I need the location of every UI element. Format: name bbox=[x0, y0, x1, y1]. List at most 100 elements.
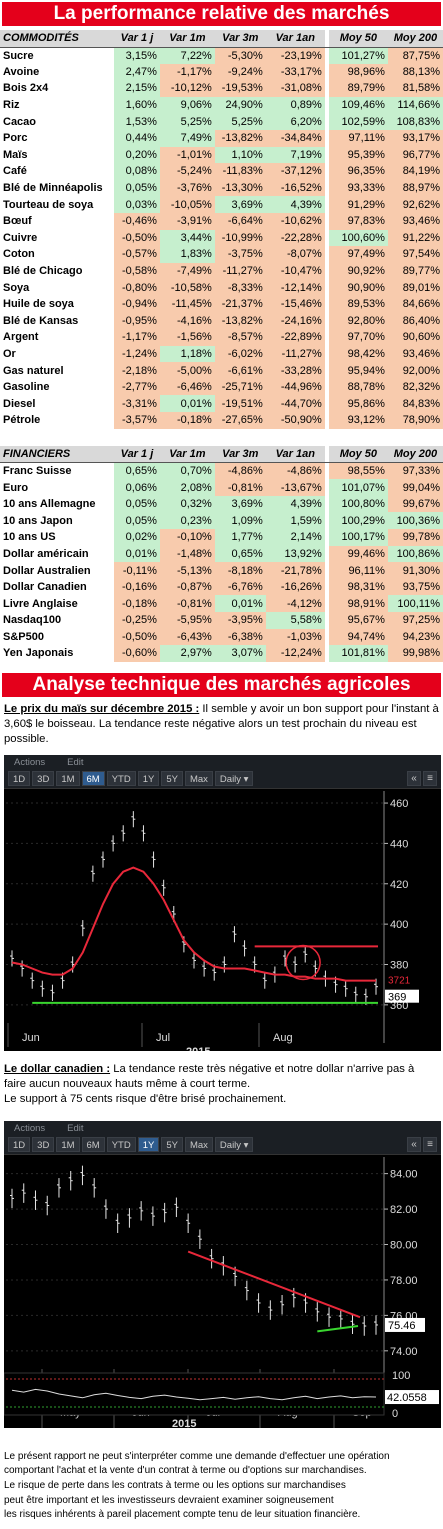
table-header: FINANCIERS Var 1 j Var 1m Var 3m Var 1an Moy … bbox=[0, 445, 443, 464]
cell-value: -5,13% bbox=[159, 562, 215, 579]
x-tick-label: Jul bbox=[156, 1032, 170, 1044]
cell-value: -2,77% bbox=[114, 378, 160, 396]
column-gap bbox=[324, 246, 329, 263]
range-button-1m[interactable]: 1M bbox=[56, 770, 80, 786]
cell-value: 97,83% bbox=[328, 212, 388, 230]
indicator-value: 42.0558 bbox=[387, 1392, 427, 1404]
price-tag-ma: 3721 bbox=[388, 975, 411, 986]
row-label: Euro bbox=[3, 481, 29, 494]
cell-value: 0,89% bbox=[265, 96, 325, 114]
cell-value: -0,60% bbox=[114, 645, 160, 662]
cell-value: -6,76% bbox=[214, 578, 266, 596]
cell-value: 91,30% bbox=[387, 562, 443, 579]
corn-price-plot: 360 380 400 420 440 460 Jun Jul Aug 2015 3721 369 bbox=[4, 788, 441, 1051]
range-button-ytd[interactable]: YTD bbox=[106, 1136, 136, 1152]
range-button-max[interactable]: Max bbox=[184, 1136, 213, 1152]
cell-value: -1,24% bbox=[114, 345, 160, 363]
cell-value: 98,96% bbox=[328, 63, 388, 81]
cell-value: -1,17% bbox=[159, 63, 215, 81]
range-button-1m[interactable]: 1M bbox=[56, 1136, 80, 1152]
cell-value: 1,18% bbox=[159, 345, 215, 363]
range-button-5y[interactable]: 5Y bbox=[161, 770, 183, 786]
column-header: COMMODITÉS bbox=[0, 30, 115, 48]
row-label: Cacao bbox=[3, 115, 37, 128]
cell-value: -6,46% bbox=[159, 378, 215, 396]
cell-value: 0,01% bbox=[214, 595, 266, 612]
actions-menu[interactable]: Actions bbox=[14, 756, 46, 768]
actions-menu[interactable]: Actions bbox=[14, 1122, 46, 1134]
row-label: Gas naturel bbox=[3, 364, 64, 377]
column-gap bbox=[324, 30, 329, 48]
range-button-5y[interactable]: 5Y bbox=[161, 1136, 183, 1152]
table-row: Cuivre -0,50% 3,44% -10,99% -22,28% 100,60% 91… bbox=[0, 229, 443, 247]
cell-value: -21,78% bbox=[265, 562, 325, 579]
cell-value: 98,42% bbox=[328, 345, 388, 363]
row-label: Gasoline bbox=[3, 381, 50, 394]
cell-value: -11,83% bbox=[214, 163, 266, 180]
range-button-6m[interactable]: 6M bbox=[81, 770, 105, 786]
cell-value: -1,03% bbox=[265, 628, 325, 646]
column-gap bbox=[324, 80, 329, 97]
column-gap bbox=[324, 362, 329, 379]
cell-value: 99,46% bbox=[328, 545, 388, 563]
range-button-ytd[interactable]: YTD bbox=[106, 770, 136, 786]
table-row: 10 ans Allemagne 0,05% 0,32% 3,69% 4,39% 100,… bbox=[0, 495, 443, 513]
range-button-1d[interactable]: 1D bbox=[8, 1136, 31, 1152]
column-header: Moy 50 bbox=[328, 445, 388, 464]
collapse-button[interactable]: « bbox=[407, 1136, 421, 1152]
menu-icon[interactable]: ≡ bbox=[423, 770, 437, 786]
cell-value: -0,87% bbox=[159, 578, 215, 596]
menu-icon[interactable]: ≡ bbox=[423, 1136, 437, 1152]
range-button-max[interactable]: Max bbox=[184, 770, 213, 786]
table-row: Dollar américain 0,01% -1,48% 0,65% 13,92% 99… bbox=[0, 545, 443, 563]
disclaimer: Le présent rapport ne peut s'interpréter… bbox=[0, 1450, 443, 1523]
column-gap bbox=[324, 495, 329, 513]
price-tag-last: 369 bbox=[388, 991, 406, 1003]
cell-value: 88,78% bbox=[328, 378, 388, 396]
cell-value: -4,16% bbox=[159, 312, 215, 330]
cell-value: -8,33% bbox=[214, 279, 266, 296]
column-gap bbox=[324, 229, 329, 247]
cell-value: -6,43% bbox=[159, 628, 215, 646]
range-button-1y[interactable]: 1Y bbox=[137, 770, 160, 786]
table-row: Porc 0,44% 7,49% -13,82% -34,84% 97,11% 93,17% bbox=[0, 129, 443, 147]
cell-value: 89,77% bbox=[387, 262, 443, 280]
edit-menu[interactable]: Edit bbox=[67, 1122, 84, 1134]
interval-dropdown[interactable]: Daily ▾ bbox=[214, 770, 254, 786]
cell-value: -10,05% bbox=[159, 196, 215, 213]
cell-value: -0,10% bbox=[159, 529, 215, 546]
cell-value: -8,18% bbox=[214, 562, 266, 579]
cell-value: -3,95% bbox=[214, 612, 266, 629]
edit-menu[interactable]: Edit bbox=[67, 756, 84, 768]
row-label: Nasdaq100 bbox=[3, 614, 62, 627]
column-header: Var 3m bbox=[214, 445, 266, 464]
cell-value: -4,86% bbox=[265, 462, 325, 480]
cell-value: -33,17% bbox=[265, 63, 325, 81]
cell-value: 89,79% bbox=[328, 80, 388, 97]
row-label: Porc bbox=[3, 132, 28, 145]
cell-value: -22,89% bbox=[265, 329, 325, 346]
range-button-3d[interactable]: 3D bbox=[32, 1136, 55, 1152]
interval-dropdown[interactable]: Daily ▾ bbox=[214, 1136, 254, 1152]
cell-value: 93,17% bbox=[387, 129, 443, 147]
range-button-3d[interactable]: 3D bbox=[32, 770, 55, 786]
row-label: Dollar américain bbox=[3, 547, 89, 560]
range-button-6m[interactable]: 6M bbox=[81, 1136, 105, 1152]
cell-value: 97,49% bbox=[328, 246, 388, 263]
table-row: Riz 1,60% 9,06% 24,90% 0,89% 109,46% 114,66% bbox=[0, 96, 443, 114]
collapse-button[interactable]: « bbox=[407, 770, 421, 786]
cell-value: -25,71% bbox=[214, 378, 266, 396]
table-row: Bœuf -0,46% -3,91% -6,64% -10,62% 97,83% 93,46… bbox=[0, 212, 443, 230]
cell-value: 97,70% bbox=[328, 329, 388, 346]
cell-value: 93,46% bbox=[387, 345, 443, 363]
cell-value: 0,05% bbox=[114, 495, 160, 513]
cell-value: 0,01% bbox=[159, 395, 215, 413]
cell-value: 101,27% bbox=[328, 47, 388, 64]
range-button-1y[interactable]: 1Y bbox=[137, 1136, 160, 1152]
range-button-1d[interactable]: 1D bbox=[8, 770, 31, 786]
column-gap bbox=[324, 146, 329, 164]
column-header: FINANCIERS bbox=[0, 445, 115, 464]
table-row: Coton -0,57% 1,83% -3,75% -8,07% 97,49% 97,54% bbox=[0, 246, 443, 263]
cell-value: -12,14% bbox=[265, 279, 325, 296]
cell-value: 2,14% bbox=[265, 529, 325, 546]
